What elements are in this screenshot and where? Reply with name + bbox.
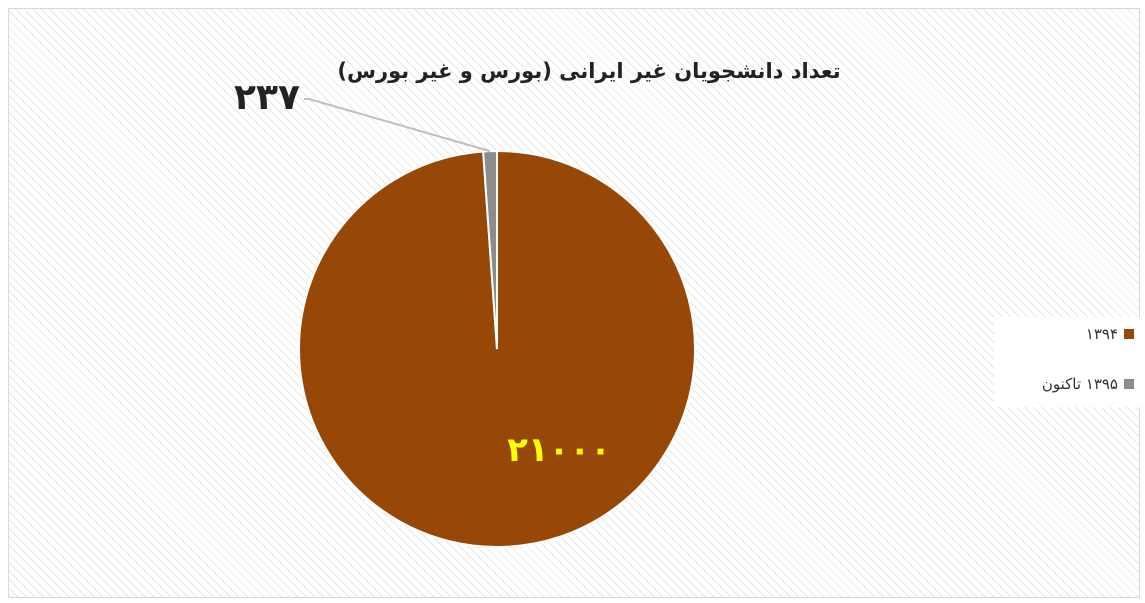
data-label-1395: ۲۳۷ bbox=[234, 77, 300, 118]
legend: ۱۳۹۴ ۱۳۹۵ تاکنون bbox=[994, 317, 1144, 407]
data-label-1394: ۲۱۰۰۰ bbox=[507, 430, 611, 470]
legend-item-1395: ۱۳۹۵ تاکنون bbox=[1042, 373, 1134, 395]
legend-label-1395: ۱۳۹۵ تاکنون bbox=[1041, 375, 1118, 393]
pie-chart: ۲۱۰۰۰ ۲۳۷ bbox=[234, 77, 696, 548]
legend-swatch-1394 bbox=[1124, 329, 1134, 339]
legend-label-1394: ۱۳۹۴ bbox=[1085, 325, 1118, 343]
legend-swatch-1395 bbox=[1124, 379, 1134, 389]
leader-line-1395 bbox=[304, 98, 491, 153]
legend-item-1394: ۱۳۹۴ bbox=[1086, 323, 1134, 345]
chart-area: تعداد دانشجویان غیر ایرانی (بورس و غیر ب… bbox=[8, 8, 1144, 598]
pie-slice-1 bbox=[482, 149, 498, 350]
chart-title: تعداد دانشجویان غیر ایرانی (بورس و غیر ب… bbox=[337, 59, 841, 83]
